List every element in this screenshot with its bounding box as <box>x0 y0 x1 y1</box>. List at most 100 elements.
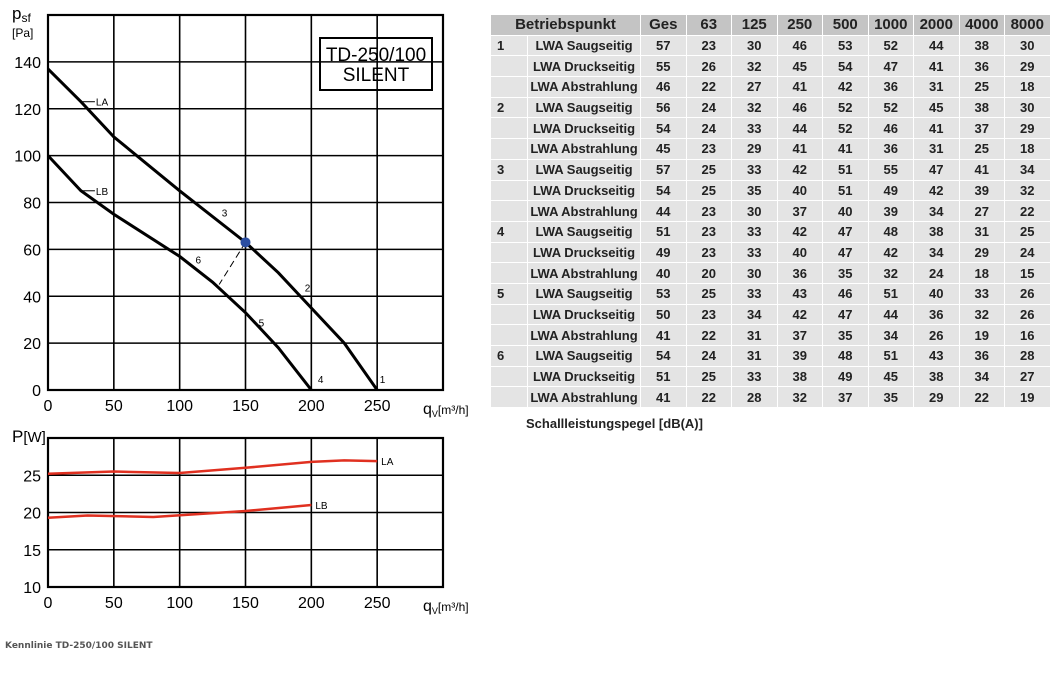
charts: TD-250/100 SILENT 0 50 100 150 200 2500204060… <box>12 4 469 616</box>
table-caption: Schallleistungspegel [dB(A)] <box>526 416 703 431</box>
cell-value: 38 <box>776 365 823 388</box>
cell-value: 56 <box>640 96 687 119</box>
row-label: LWA Abstrahlung <box>527 262 641 284</box>
table-row: LWA Druckseitig 50 23 34 42 47 44 36 32 26 <box>490 303 1051 326</box>
x-tick-label: 250 <box>364 595 391 612</box>
cell-value: 26 <box>1004 282 1051 305</box>
series-label: LA <box>96 98 109 109</box>
cell-value: 47 <box>867 55 914 78</box>
cell-value: 20 <box>685 262 732 284</box>
row-label: LWA Abstrahlung <box>527 386 641 409</box>
y-label-symbol: P <box>12 427 23 446</box>
cell-value: 27 <box>1004 365 1051 388</box>
point-id <box>490 179 528 202</box>
cell-value: 38 <box>913 220 960 243</box>
curve <box>47 459 378 476</box>
point-id <box>490 138 528 160</box>
cell-value: 23 <box>685 34 732 57</box>
row-label: LWA Abstrahlung <box>527 76 641 98</box>
table-row: LWA Abstrahlung 46 22 27 41 42 36 31 25 18 <box>490 76 1051 98</box>
cell-value: 51 <box>822 179 869 202</box>
x-label-symbol: q <box>423 401 432 418</box>
cell-value: 41 <box>640 324 687 346</box>
row-label: LWA Abstrahlung <box>527 200 641 222</box>
point-id <box>490 241 528 264</box>
cell-value: 57 <box>640 158 687 181</box>
cell-value: 48 <box>867 220 914 243</box>
cell-value: 33 <box>731 117 778 140</box>
point-id <box>490 386 528 409</box>
cell-value: 51 <box>867 282 914 305</box>
cell-value: 24 <box>1004 241 1051 264</box>
x-label-symbol: q <box>423 598 432 615</box>
y-tick-label: 20 <box>23 506 41 523</box>
sound-table: Betriebspunkt Ges 63 125 250 500 1000 2000 4000 8… <box>490 14 1051 409</box>
x-tick-label: 0 <box>44 398 53 415</box>
cell-value: 23 <box>685 200 732 222</box>
cell-value: 25 <box>685 365 732 388</box>
cell-value: 36 <box>867 76 914 98</box>
cell-value: 18 <box>1004 76 1051 98</box>
cell-value: 15 <box>1004 262 1051 284</box>
row-label: LWA Saugseitig <box>527 345 641 367</box>
cell-value: 45 <box>776 55 823 78</box>
cell-value: 47 <box>822 220 869 243</box>
cell-value: 27 <box>731 76 778 98</box>
cell-value: 51 <box>640 220 687 243</box>
cell-value: 26 <box>685 55 732 78</box>
guide-line <box>218 242 246 285</box>
x-axis-label: qV[m³/h] <box>423 598 469 616</box>
column-header: 4000 <box>958 14 1005 36</box>
row-label: LWA Druckseitig <box>527 365 641 388</box>
y-tick-label: 10 <box>23 580 41 597</box>
point-label: 1 <box>380 375 386 386</box>
cell-value: 26 <box>913 324 960 346</box>
cell-value: 48 <box>822 345 869 367</box>
cell-value: 41 <box>776 138 823 160</box>
operating-point <box>240 237 251 248</box>
y-axis-label: P[W] <box>12 427 46 446</box>
cell-value: 33 <box>731 158 778 181</box>
cell-value: 54 <box>640 345 687 367</box>
point-id <box>490 324 528 346</box>
cell-value: 22 <box>1004 200 1051 222</box>
column-header: Ges <box>640 14 687 36</box>
cell-value: 41 <box>640 386 687 409</box>
cell-value: 33 <box>731 365 778 388</box>
curve <box>46 67 379 391</box>
point-id <box>490 117 528 140</box>
point-id: 4 <box>490 220 528 243</box>
cell-value: 51 <box>867 345 914 367</box>
cell-value: 41 <box>913 55 960 78</box>
point-id: 6 <box>490 345 528 367</box>
cell-value: 25 <box>1004 220 1051 243</box>
cell-value: 46 <box>822 282 869 305</box>
cell-value: 54 <box>822 55 869 78</box>
cell-value: 57 <box>640 34 687 57</box>
y-tick-label: 20 <box>23 336 41 353</box>
cell-value: 55 <box>867 158 914 181</box>
cell-value: 40 <box>913 282 960 305</box>
cell-value: 32 <box>731 96 778 119</box>
cell-value: 34 <box>731 303 778 326</box>
table-row: 3 LWA Saugseitig 57 25 33 42 51 55 47 41 34 <box>490 158 1051 181</box>
cell-value: 25 <box>685 282 732 305</box>
cell-value: 45 <box>913 96 960 119</box>
cell-value: 31 <box>913 138 960 160</box>
x-tick-label: 0 <box>44 595 53 612</box>
cell-value: 22 <box>685 324 732 346</box>
column-header: Betriebspunkt <box>490 14 641 36</box>
cell-value: 44 <box>867 303 914 326</box>
cell-value: 41 <box>958 158 1005 181</box>
x-tick-label: 150 <box>232 398 259 415</box>
y-label-subscript: sf <box>21 11 31 25</box>
cell-value: 44 <box>913 34 960 57</box>
cell-value: 43 <box>913 345 960 367</box>
x-tick-label: 200 <box>298 595 325 612</box>
point-id: 5 <box>490 282 528 305</box>
y-tick-label: 60 <box>23 242 41 259</box>
cell-value: 18 <box>1004 138 1051 160</box>
point-id <box>490 303 528 326</box>
cell-value: 38 <box>913 365 960 388</box>
cell-value: 34 <box>913 241 960 264</box>
